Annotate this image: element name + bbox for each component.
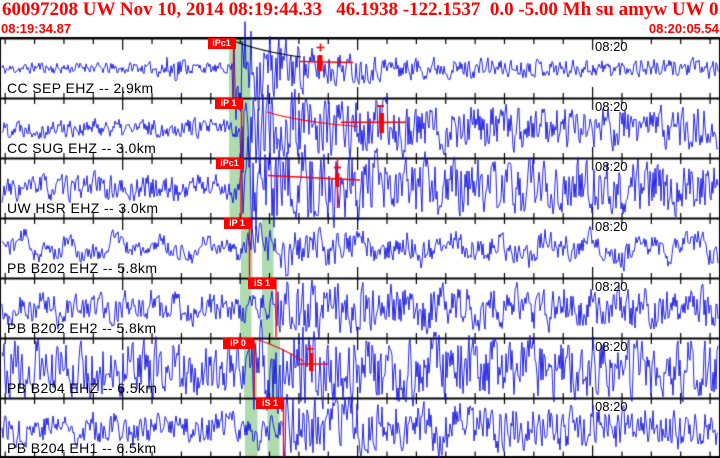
event-header: 60097208 UW Nov 10, 2014 08:19:44.33 46.… <box>2 0 720 21</box>
window-end-time: 08:20:05.54 <box>649 21 719 36</box>
time-window-row: 08:19:34.87 08:20:05.54 <box>0 21 720 36</box>
waveform-canvas[interactable] <box>0 0 720 458</box>
seismic-picker-window: 60097208 UW Nov 10, 2014 08:19:44.33 46.… <box>0 0 720 458</box>
window-start-time: 08:19:34.87 <box>1 21 71 36</box>
